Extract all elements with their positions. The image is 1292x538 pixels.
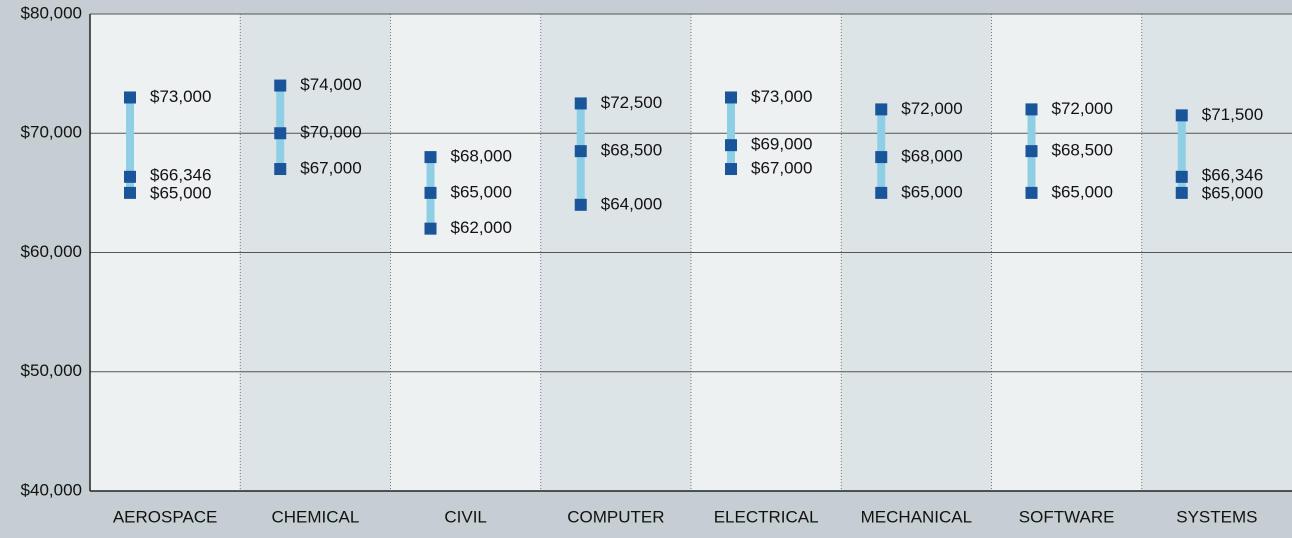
marker	[1025, 103, 1038, 116]
value-label: $65,000	[1052, 182, 1113, 201]
value-label: $68,000	[901, 147, 962, 166]
marker	[1025, 145, 1038, 158]
x-tick-label: MECHANICAL	[861, 507, 972, 526]
y-tick-label: $80,000	[21, 3, 82, 22]
x-tick-label: ELECTRICAL	[714, 507, 819, 526]
value-label: $69,000	[751, 135, 812, 154]
marker	[1175, 170, 1188, 183]
value-label: $72,000	[901, 99, 962, 118]
marker	[725, 139, 737, 152]
marker	[124, 170, 136, 183]
range-bar	[727, 97, 735, 170]
range-bar	[126, 97, 134, 193]
marker	[274, 127, 287, 140]
marker	[574, 97, 587, 110]
range-bar	[1177, 115, 1186, 193]
value-label: $67,000	[751, 159, 812, 178]
y-tick-label: $60,000	[21, 242, 82, 261]
marker	[875, 103, 888, 116]
marker	[124, 186, 136, 199]
x-tick-label: SYSTEMS	[1176, 507, 1257, 526]
value-label: $65,000	[451, 182, 512, 201]
marker	[574, 198, 587, 211]
marker	[424, 186, 437, 199]
value-label: $65,000	[150, 183, 211, 202]
marker	[274, 163, 287, 176]
y-tick-label: $40,000	[21, 480, 82, 499]
value-label: $71,500	[1202, 105, 1263, 124]
value-label: $67,000	[300, 159, 361, 178]
marker	[1025, 186, 1038, 199]
value-label: $68,500	[601, 141, 662, 160]
value-label: $66,346	[150, 165, 211, 184]
value-label: $62,000	[451, 218, 512, 237]
value-label: $65,000	[901, 182, 962, 201]
value-label: $70,000	[300, 123, 361, 142]
marker	[875, 151, 888, 164]
marker	[574, 145, 587, 158]
marker	[124, 91, 136, 104]
x-tick-label: CIVIL	[444, 507, 487, 526]
marker	[274, 79, 287, 92]
marker	[725, 91, 737, 104]
marker	[424, 222, 437, 235]
x-tick-label: COMPUTER	[567, 507, 664, 526]
value-label: $72,500	[601, 93, 662, 112]
y-tick-label: $50,000	[21, 361, 82, 380]
x-tick-label: CHEMICAL	[271, 507, 359, 526]
marker	[1175, 109, 1188, 122]
value-label: $64,000	[601, 194, 662, 213]
x-tick-label: AEROSPACE	[113, 507, 218, 526]
marker	[725, 163, 737, 176]
marker	[424, 151, 437, 164]
x-tick-label: SOFTWARE	[1019, 507, 1115, 526]
y-tick-label: $70,000	[21, 123, 82, 142]
value-label: $68,000	[451, 147, 512, 166]
value-label: $73,000	[751, 87, 812, 106]
value-label: $74,000	[300, 75, 361, 94]
value-label: $66,346	[1202, 165, 1263, 184]
value-label: $73,000	[150, 87, 211, 106]
value-label: $72,000	[1052, 99, 1113, 118]
marker	[1175, 186, 1188, 199]
value-label: $65,000	[1202, 183, 1263, 202]
value-label: $68,500	[1052, 141, 1113, 160]
marker	[875, 186, 888, 199]
